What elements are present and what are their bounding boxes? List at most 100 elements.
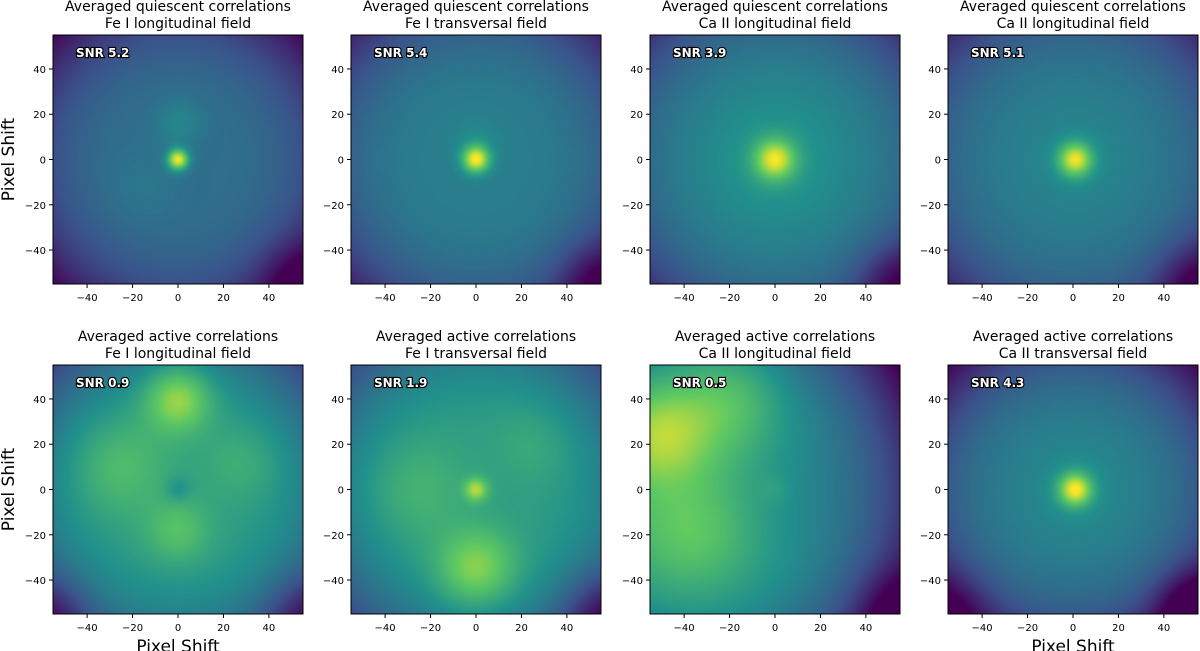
- y-tick-label: 20: [331, 110, 344, 121]
- x-tick-label: −40: [674, 293, 695, 304]
- panel-subtitle: Fe I longitudinal field: [105, 16, 251, 32]
- x-tick-label: 20: [515, 293, 528, 304]
- y-tick-label: −40: [622, 576, 643, 587]
- panel-title: Averaged active correlations: [675, 329, 875, 345]
- panel-title: Averaged active correlations: [78, 329, 278, 345]
- y-tick-label: −20: [25, 531, 46, 542]
- x-tick-label: 0: [1070, 293, 1076, 304]
- y-tick-label: −40: [622, 246, 643, 257]
- y-tick-label: 0: [40, 156, 46, 167]
- x-tick-label: −40: [972, 293, 993, 304]
- y-tick-label: 20: [928, 440, 941, 451]
- y-tick-label: −40: [920, 246, 941, 257]
- x-tick-label: 0: [175, 623, 181, 634]
- panel-subtitle: Fe I transversal field: [405, 346, 547, 362]
- x-tick-label: 0: [772, 293, 778, 304]
- y-tick-label: 0: [637, 486, 643, 497]
- heatmap-image: [53, 365, 303, 614]
- panel-subtitle: Ca II transversal field: [999, 346, 1148, 362]
- y-tick-label: 40: [331, 395, 344, 406]
- x-tick-label: −20: [719, 623, 740, 634]
- y-tick-label: 20: [630, 440, 643, 451]
- x-tick-label: 40: [561, 293, 574, 304]
- x-tick-label: −40: [375, 623, 396, 634]
- panel-title: Averaged quiescent correlations: [960, 0, 1186, 15]
- y-tick-label: 20: [928, 110, 941, 121]
- x-tick-label: −40: [375, 293, 396, 304]
- heatmap-image: [53, 35, 303, 284]
- x-tick-label: 0: [473, 293, 479, 304]
- y-tick-label: −40: [25, 246, 46, 257]
- y-tick-label: −20: [25, 201, 46, 212]
- snr-label: SNR 1.9: [374, 376, 427, 390]
- y-tick-label: −40: [25, 576, 46, 587]
- x-tick-label: −20: [420, 293, 441, 304]
- y-tick-label: 0: [338, 156, 344, 167]
- snr-label: SNR 0.5: [673, 376, 726, 390]
- x-tick-label: 40: [561, 623, 574, 634]
- x-tick-label: −40: [674, 623, 695, 634]
- x-tick-label: −40: [77, 293, 98, 304]
- x-tick-label: −20: [1017, 623, 1038, 634]
- x-tick-label: 0: [1070, 623, 1076, 634]
- heatmap-image: [948, 365, 1198, 614]
- panel-subtitle: Ca II longitudinal field: [699, 346, 852, 362]
- x-tick-label: 40: [860, 623, 873, 634]
- x-tick-label: 40: [1158, 623, 1171, 634]
- y-tick-label: 40: [33, 395, 46, 406]
- x-tick-label: 0: [772, 623, 778, 634]
- x-tick-label: 20: [814, 623, 827, 634]
- x-tick-label: 20: [1112, 293, 1125, 304]
- panel-title: Averaged active correlations: [376, 329, 576, 345]
- snr-label: SNR 5.4: [374, 46, 427, 60]
- x-tick-label: 20: [814, 293, 827, 304]
- panel-title: Averaged quiescent correlations: [662, 0, 888, 15]
- y-tick-label: −20: [323, 201, 344, 212]
- y-tick-label: 40: [630, 65, 643, 76]
- snr-label: SNR 5.2: [76, 46, 129, 60]
- snr-label: SNR 3.9: [673, 46, 726, 60]
- y-tick-label: −20: [920, 531, 941, 542]
- y-axis-label: Pixel Shift: [0, 447, 19, 531]
- panel-subtitle: Ca II longitudinal field: [997, 16, 1150, 32]
- heatmap-image: [948, 35, 1198, 284]
- x-tick-label: 20: [217, 623, 230, 634]
- y-tick-label: −40: [323, 576, 344, 587]
- y-tick-label: 40: [630, 395, 643, 406]
- heatmap-image: [650, 35, 900, 284]
- x-tick-label: −20: [122, 293, 143, 304]
- y-tick-label: −40: [920, 576, 941, 587]
- panel-subtitle: Fe I longitudinal field: [105, 346, 251, 362]
- panel-title: Averaged quiescent correlations: [363, 0, 589, 15]
- x-tick-label: 40: [860, 293, 873, 304]
- y-tick-label: 0: [935, 156, 941, 167]
- heatmap-image: [650, 365, 900, 614]
- y-tick-label: 0: [935, 486, 941, 497]
- x-tick-label: −40: [972, 623, 993, 634]
- x-tick-label: 20: [217, 293, 230, 304]
- y-tick-label: 20: [33, 440, 46, 451]
- heatmap-image: [351, 365, 601, 614]
- y-tick-label: 40: [928, 395, 941, 406]
- y-tick-label: 0: [40, 486, 46, 497]
- panel-subtitle: Fe I transversal field: [405, 16, 547, 32]
- x-tick-label: −20: [719, 293, 740, 304]
- y-tick-label: 20: [630, 110, 643, 121]
- y-tick-label: −20: [323, 531, 344, 542]
- y-tick-label: −40: [323, 246, 344, 257]
- y-tick-label: 0: [338, 486, 344, 497]
- y-tick-label: −20: [622, 531, 643, 542]
- heatmap-image: [351, 35, 601, 284]
- y-tick-label: 40: [33, 65, 46, 76]
- y-tick-label: 40: [928, 65, 941, 76]
- x-tick-label: 40: [1158, 293, 1171, 304]
- y-axis-label: Pixel Shift: [0, 117, 19, 201]
- y-tick-label: 40: [331, 65, 344, 76]
